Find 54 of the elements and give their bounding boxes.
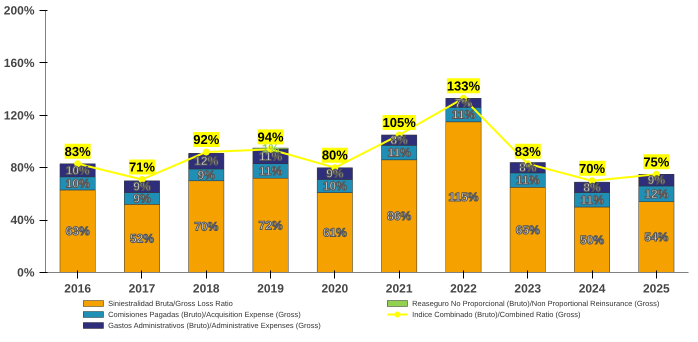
data-label: 54%	[644, 230, 669, 244]
x-tick-label: 2020	[322, 282, 349, 296]
data-label: 11%	[258, 164, 283, 178]
data-label: 9%	[133, 180, 151, 194]
x-tick-label: 2017	[128, 282, 156, 296]
x-tick-label: 2016	[64, 282, 92, 296]
data-label: 8%	[583, 180, 602, 194]
data-label: 11%	[387, 146, 412, 160]
data-label: 50%	[580, 232, 604, 247]
y-tick-label: 200%	[4, 4, 35, 18]
data-label: 10%	[322, 179, 348, 194]
data-label: 11%	[452, 108, 476, 122]
data-label: 11%	[516, 173, 540, 188]
data-label: 52%	[130, 231, 154, 246]
y-tick-label: 80%	[10, 160, 35, 175]
data-label: 94%	[258, 129, 284, 144]
data-label: 115%	[448, 190, 479, 204]
y-tick-label: 120%	[4, 108, 35, 122]
x-tick-label: 2018	[192, 282, 220, 296]
data-label: 12%	[644, 186, 669, 201]
data-label: 10%	[66, 163, 90, 178]
data-label: 83%	[514, 144, 542, 159]
data-label: 12%	[194, 154, 219, 168]
data-label: 10%	[66, 176, 90, 190]
x-tick-label: 2019	[257, 282, 284, 296]
data-label: 65%	[516, 222, 540, 237]
y-tick-label: 0%	[17, 266, 35, 280]
data-label: 9%	[326, 166, 344, 181]
x-tick-label: 2021	[386, 282, 413, 296]
data-label: 80%	[322, 148, 348, 163]
data-label: 70%	[579, 160, 606, 176]
data-label: 105%	[382, 114, 416, 130]
x-tick-label: 2024	[578, 282, 606, 296]
x-tick-label: 2023	[514, 282, 542, 296]
data-label: 83%	[64, 144, 92, 159]
data-label: 9%	[133, 191, 151, 206]
data-label: 9%	[198, 168, 216, 182]
data-label: 92%	[193, 132, 220, 147]
data-label: 70%	[194, 220, 219, 234]
data-label: 133%	[446, 78, 481, 94]
data-label: 11%	[580, 192, 604, 207]
data-label: 75%	[643, 154, 670, 170]
y-tick-label: 40%	[10, 213, 35, 228]
x-tick-label: 2025	[643, 282, 670, 296]
data-label: 8%	[390, 133, 408, 148]
data-label: 61%	[322, 226, 348, 240]
data-label: 72%	[258, 218, 283, 232]
data-label: 71%	[128, 159, 156, 174]
data-label: 86%	[387, 209, 412, 224]
x-tick-label: 2022	[450, 282, 478, 296]
data-label: 9%	[648, 173, 666, 188]
point	[202, 148, 210, 156]
data-label: 63%	[66, 224, 90, 238]
y-tick-label: 160%	[4, 56, 35, 70]
